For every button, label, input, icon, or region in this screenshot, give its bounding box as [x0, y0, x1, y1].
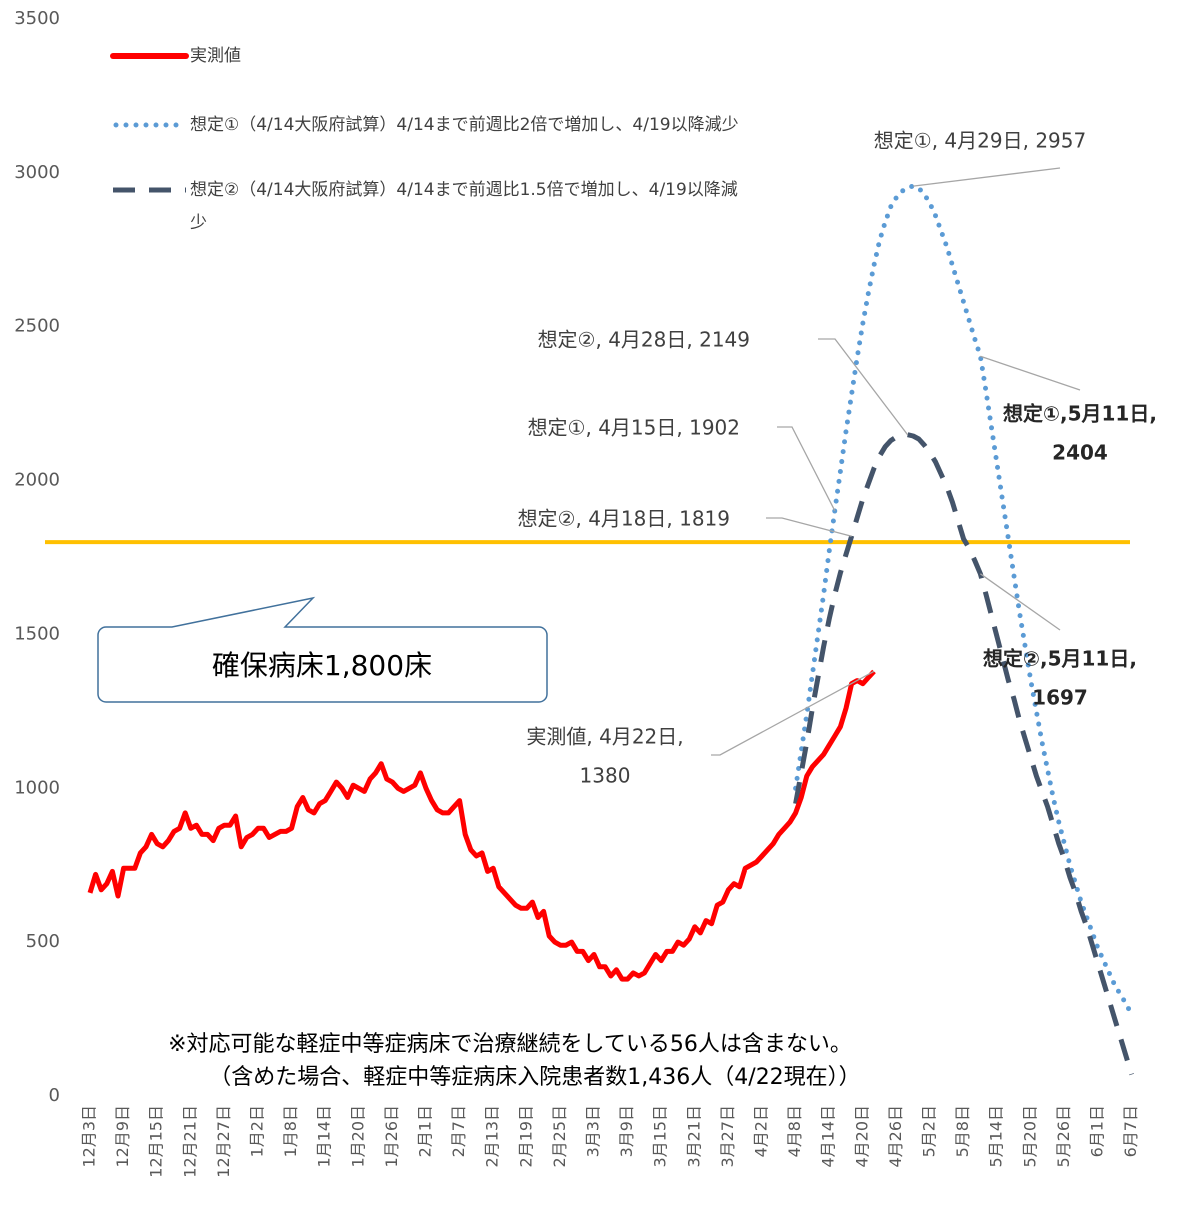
- data-label: 1697: [1032, 686, 1088, 710]
- x-tick-label: 3月21日: [684, 1105, 703, 1168]
- x-tick-label: 12月21日: [180, 1105, 199, 1178]
- leader-line: [818, 338, 909, 436]
- leader-line: [777, 426, 836, 512]
- data-label: 想定①, 4月15日, 1902: [528, 416, 740, 440]
- callout-text: 確保病床1,800床: [212, 649, 432, 682]
- x-tick-label: 1月8日: [281, 1105, 300, 1157]
- x-tick-label: 3月15日: [651, 1105, 670, 1168]
- x-tick-label: 1月14日: [315, 1105, 334, 1168]
- data-label: 1380: [580, 764, 631, 788]
- note: （含めた場合、軽症中等症病床入院患者数1,436人（4/22現在））: [209, 1065, 860, 1090]
- y-tick-label: 500: [26, 931, 60, 952]
- data-label: 想定②,5月11日,: [983, 647, 1137, 671]
- x-tick-label: 1月2日: [248, 1105, 267, 1157]
- x-tick-label: 5月26日: [1054, 1105, 1073, 1168]
- legend-label: 実測値: [190, 46, 241, 66]
- y-tick-label: 2500: [14, 316, 60, 337]
- series-line: [793, 432, 1134, 1076]
- y-tick-label: 0: [49, 1085, 60, 1106]
- x-tick-label: 2月25日: [550, 1105, 569, 1168]
- x-tick-label: 5月2日: [920, 1105, 939, 1157]
- leader-line: [711, 670, 875, 756]
- legend-entry: 想定②（4/14大阪府試算）4/14まで前週比1.5倍で増加し、4/19以降減少: [190, 180, 738, 233]
- data-label: 想定①, 4月29日, 2957: [874, 129, 1086, 153]
- y-tick-label: 1000: [14, 777, 60, 798]
- x-tick-label: 2月13日: [483, 1105, 502, 1168]
- data-label: 想定②, 4月28日, 2149: [538, 328, 750, 352]
- y-tick-label: 1500: [14, 623, 60, 644]
- x-tick-label: 3月27日: [718, 1105, 737, 1168]
- legend-label: 想定②（4/14大阪府試算）4/14まで前週比1.5倍で増加し、4/19以降減少: [190, 180, 738, 233]
- y-tick-label: 2000: [14, 470, 60, 491]
- legend-entry: 想定①（4/14大阪府試算）4/14まで前週比2倍で増加し、4/19以降減少: [190, 115, 739, 135]
- x-tick-label: 2月1日: [416, 1105, 435, 1157]
- x-tick-label: 4月14日: [819, 1105, 838, 1168]
- data-label: 想定①,5月11日,: [1003, 402, 1157, 426]
- leader-line: [980, 355, 1081, 391]
- x-tick-label: 3月9日: [617, 1105, 636, 1157]
- x-tick-label: 5月20日: [1020, 1105, 1039, 1168]
- y-tick-label: 3000: [14, 162, 60, 183]
- x-tick-label: 4月2日: [752, 1105, 771, 1157]
- series-line: [793, 183, 1135, 1017]
- legend-entry: 実測値: [190, 46, 241, 66]
- x-tick-label: 6月1日: [1088, 1105, 1107, 1157]
- x-tick-label: 12月27日: [214, 1105, 233, 1178]
- x-tick-label: 4月20日: [852, 1105, 871, 1168]
- callout-box: [97, 596, 548, 703]
- x-tick-label: 2月7日: [449, 1105, 468, 1157]
- leader-line: [913, 167, 1061, 187]
- x-tick-label: 2月19日: [516, 1105, 535, 1168]
- x-tick-label: 5月8日: [953, 1105, 972, 1157]
- x-tick-label: 12月15日: [147, 1105, 166, 1178]
- data-label: 実測値, 4月22日,: [526, 725, 683, 749]
- x-tick-label: 6月7日: [1121, 1105, 1140, 1157]
- x-tick-label: 5月14日: [987, 1105, 1006, 1168]
- x-tick-label: 12月9日: [113, 1105, 132, 1168]
- x-tick-label: 3月3日: [584, 1105, 603, 1157]
- x-tick-label: 12月3日: [80, 1105, 99, 1168]
- x-tick-label: 4月26日: [886, 1105, 905, 1168]
- x-tick-label: 1月26日: [382, 1105, 401, 1168]
- y-tick-label: 3500: [14, 8, 60, 29]
- leader-line: [980, 573, 1061, 631]
- x-tick-label: 1月20日: [348, 1105, 367, 1168]
- data-label: 2404: [1052, 441, 1108, 465]
- series-line: [87, 669, 876, 982]
- x-tick-label: 4月8日: [785, 1105, 804, 1157]
- note: ※対応可能な軽症中等症病床で治療継続をしている56人は含まない。: [168, 1032, 852, 1057]
- legend-label: 想定①（4/14大阪府試算）4/14まで前週比2倍で増加し、4/19以降減少: [190, 115, 739, 135]
- data-label: 想定②, 4月18日, 1819: [518, 507, 730, 531]
- leader-line: [766, 517, 852, 537]
